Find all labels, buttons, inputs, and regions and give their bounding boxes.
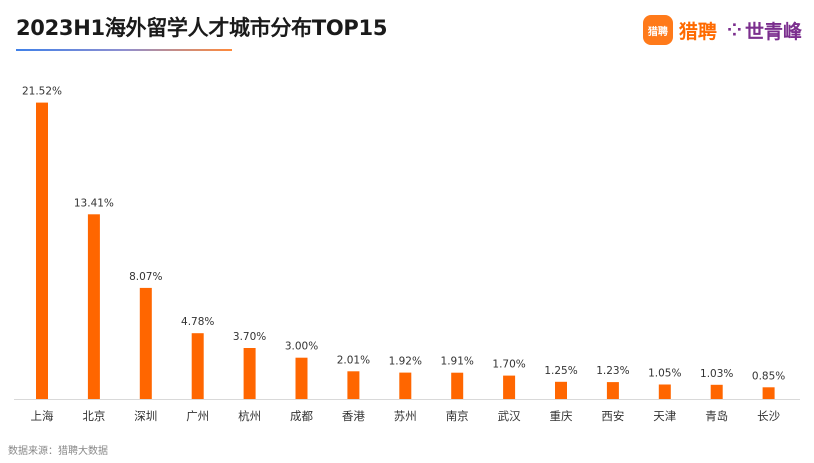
category-label-1: 北京 (82, 409, 105, 423)
value-label-6: 2.01% (337, 354, 370, 366)
value-label-2: 8.07% (129, 271, 162, 283)
bar-0 (36, 102, 48, 399)
bar-1 (87, 214, 100, 399)
bar-5 (295, 357, 308, 399)
bar-13 (710, 384, 723, 399)
data-source-note: 数据来源：猎聘大数据 (8, 446, 108, 457)
category-label-5: 成都 (290, 409, 313, 423)
value-label-9: 1.70% (492, 359, 525, 371)
title-underline (16, 49, 232, 51)
category-label-2: 深圳 (134, 409, 157, 423)
category-label-6: 香港 (342, 409, 365, 423)
category-label-13: 青岛 (705, 409, 728, 423)
shiqingfeng-mark-icon: ⁘ (726, 19, 742, 41)
value-label-13: 1.03% (700, 368, 733, 380)
category-label-8: 南京 (446, 409, 469, 423)
category-label-4: 杭州 (238, 409, 261, 423)
category-label-11: 西安 (601, 409, 624, 423)
value-label-1: 13.41% (74, 197, 114, 209)
value-label-10: 1.25% (544, 365, 577, 377)
value-label-3: 4.78% (181, 316, 214, 328)
chart-title: 2023H1海外留学人才城市分布TOP15 (16, 16, 388, 40)
value-label-8: 1.91% (441, 356, 474, 368)
liepin-brand-text: 猎聘 (678, 20, 717, 43)
value-label-0: 21.52% (22, 86, 62, 98)
bar-12 (658, 384, 671, 399)
value-label-4: 3.70% (233, 331, 266, 343)
category-label-14: 长沙 (757, 409, 780, 423)
category-label-7: 苏州 (394, 409, 417, 423)
bar-11 (606, 382, 619, 399)
value-label-11: 1.23% (596, 365, 629, 377)
bar-7 (399, 372, 412, 399)
category-label-0: 上海 (31, 409, 54, 423)
liepin-logo-icon: 猎聘 (642, 15, 673, 45)
bar-4 (243, 348, 256, 399)
bar-8 (451, 372, 464, 399)
brand-logo: 猎聘 猎聘 ⁘ 世青峰 (642, 14, 802, 46)
category-label-9: 武汉 (498, 409, 521, 423)
category-label-12: 天津 (653, 409, 676, 423)
shiqingfeng-brand-text: 世青峰 (744, 20, 802, 43)
category-label-3: 广州 (186, 409, 209, 423)
bar-14 (762, 387, 775, 399)
bar-9 (503, 375, 516, 399)
bar-2 (139, 287, 152, 399)
value-label-12: 1.05% (648, 368, 681, 380)
value-label-7: 1.92% (389, 356, 422, 368)
category-label-10: 重庆 (550, 409, 573, 423)
value-label-14: 0.85% (752, 370, 785, 382)
value-label-5: 3.00% (285, 341, 318, 353)
bar-3 (191, 333, 204, 399)
bar-10 (555, 381, 567, 399)
bar-6 (347, 371, 360, 399)
